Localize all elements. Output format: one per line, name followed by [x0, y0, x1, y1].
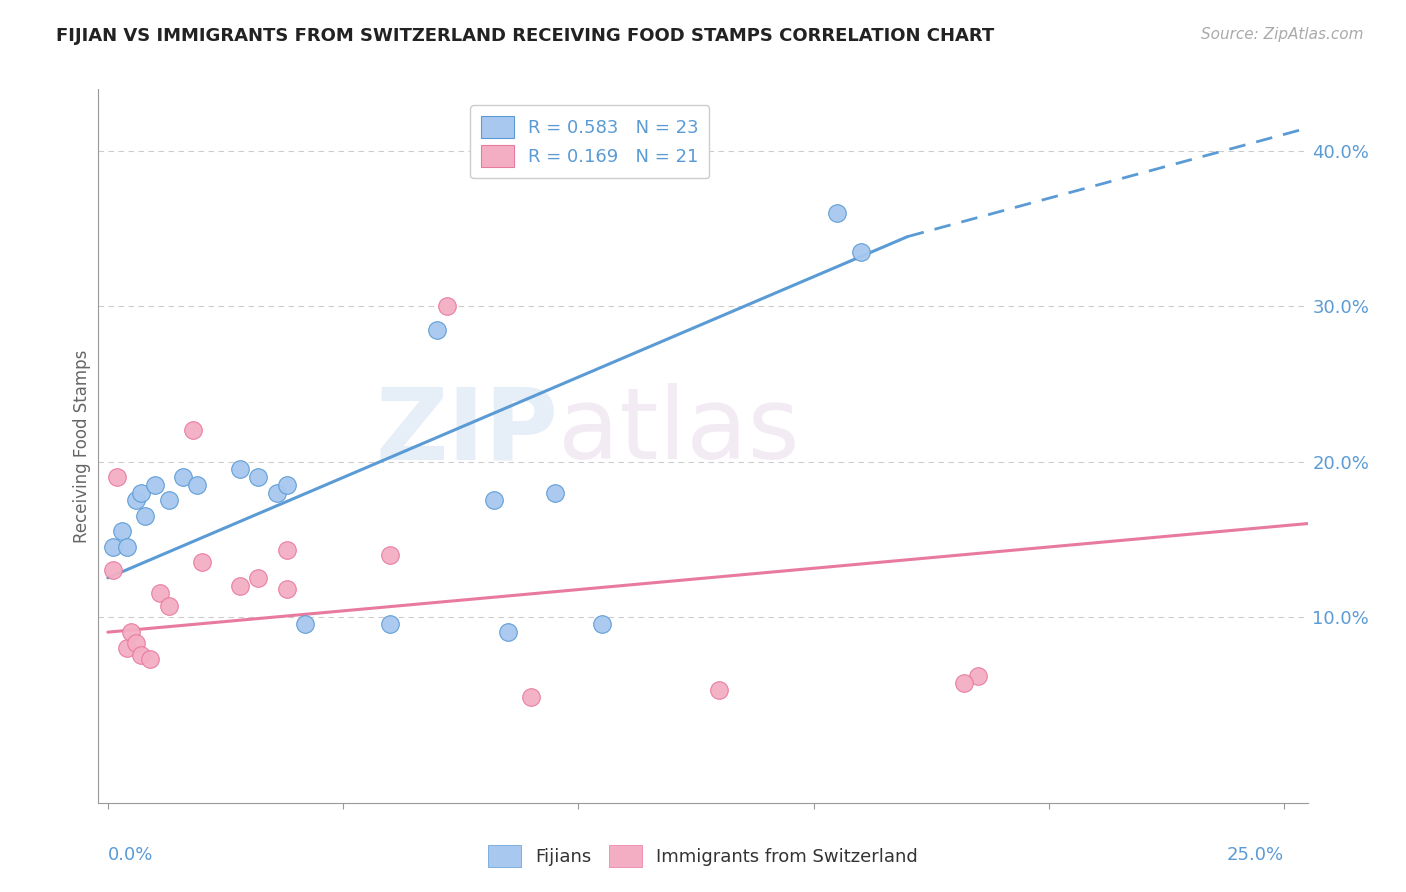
Point: [520, 690, 543, 705]
Point: [191, 555, 214, 569]
Point: [294, 617, 316, 632]
Point: [172, 470, 194, 484]
Y-axis label: Receiving Food Stamps: Receiving Food Stamps: [73, 350, 91, 542]
Point: [228, 579, 250, 593]
Point: [120, 625, 142, 640]
Point: [125, 636, 148, 650]
Point: [378, 617, 401, 632]
Point: [426, 323, 449, 337]
Point: [436, 299, 458, 313]
Point: [115, 540, 138, 554]
Text: ZIP: ZIP: [375, 384, 558, 480]
Point: [139, 651, 162, 665]
Point: [247, 470, 270, 484]
Point: [849, 245, 872, 260]
Point: [134, 508, 156, 523]
Text: Source: ZipAtlas.com: Source: ZipAtlas.com: [1201, 27, 1364, 42]
Point: [276, 543, 298, 558]
Point: [266, 485, 288, 500]
Point: [709, 682, 731, 697]
Point: [157, 599, 180, 613]
Point: [247, 571, 270, 585]
Point: [228, 462, 250, 476]
Legend: R = 0.583   N = 23, R = 0.169   N = 21: R = 0.583 N = 23, R = 0.169 N = 21: [470, 105, 710, 178]
Text: FIJIAN VS IMMIGRANTS FROM SWITZERLAND RECEIVING FOOD STAMPS CORRELATION CHART: FIJIAN VS IMMIGRANTS FROM SWITZERLAND RE…: [56, 27, 994, 45]
Point: [111, 524, 134, 539]
Point: [129, 648, 152, 663]
Point: [591, 617, 613, 632]
Point: [496, 625, 519, 640]
Point: [105, 470, 128, 484]
Text: 25.0%: 25.0%: [1227, 847, 1284, 864]
Point: [129, 485, 152, 500]
Point: [482, 493, 505, 508]
Point: [825, 206, 848, 220]
Point: [544, 485, 567, 500]
Text: atlas: atlas: [558, 384, 800, 480]
Text: 0.0%: 0.0%: [108, 847, 153, 864]
Point: [115, 640, 138, 655]
Point: [157, 493, 180, 508]
Point: [143, 477, 166, 491]
Point: [953, 676, 976, 690]
Legend: Fijians, Immigrants from Switzerland: Fijians, Immigrants from Switzerland: [481, 838, 925, 874]
Point: [149, 586, 172, 600]
Point: [276, 477, 298, 491]
Point: [378, 548, 401, 562]
Point: [101, 563, 124, 577]
Point: [967, 668, 990, 682]
Point: [101, 540, 124, 554]
Point: [181, 424, 204, 438]
Point: [125, 493, 148, 508]
Point: [186, 477, 208, 491]
Point: [276, 582, 298, 596]
